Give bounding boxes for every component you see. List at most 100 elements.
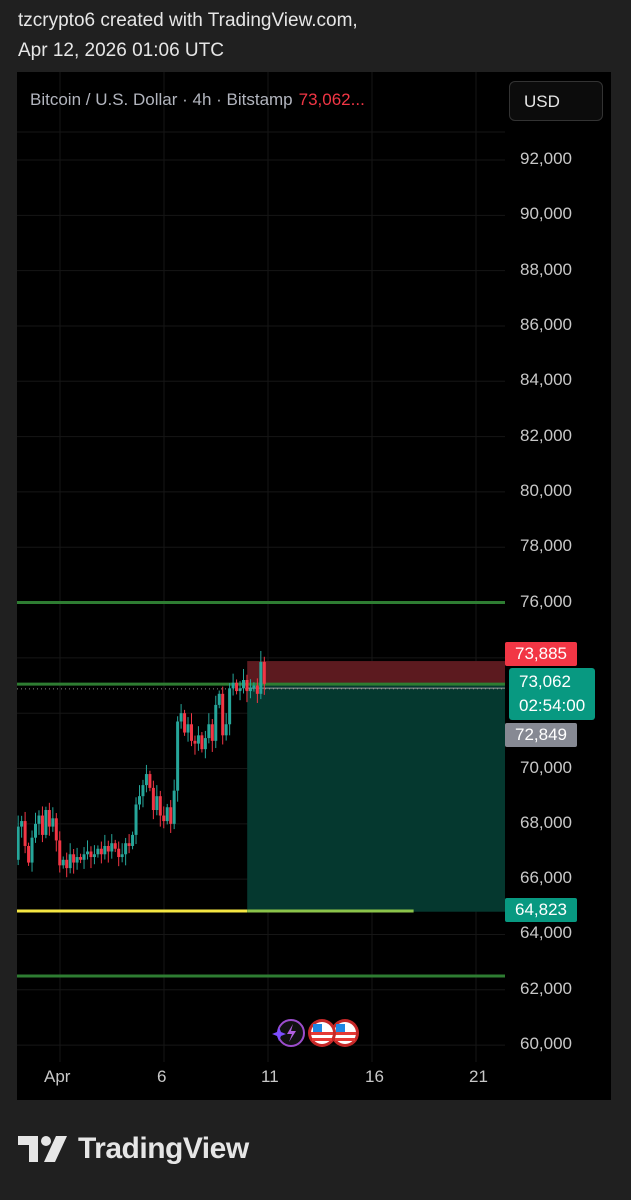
candle-body xyxy=(210,724,214,741)
candle-body xyxy=(106,845,110,852)
candle-body xyxy=(79,857,83,860)
candle-body xyxy=(72,854,76,863)
candle-body xyxy=(248,688,252,692)
candle-body xyxy=(255,685,259,694)
candle-body xyxy=(134,804,138,835)
candle-body xyxy=(34,823,37,838)
candle-body xyxy=(155,796,159,811)
lightning-icon xyxy=(287,1024,296,1042)
flag-canton xyxy=(313,1024,322,1032)
candle-body xyxy=(190,724,193,741)
candle-body xyxy=(75,857,79,863)
currency-button[interactable]: USD xyxy=(509,81,603,121)
candle-body xyxy=(17,826,20,860)
candle-body xyxy=(40,815,44,835)
candle-body xyxy=(151,787,155,811)
candle-body xyxy=(148,774,152,788)
candle-body xyxy=(179,713,183,722)
caption-author: tzcrypto6 created with TradingView.com, xyxy=(18,10,358,31)
flag-stripe xyxy=(312,1038,332,1041)
price-tag-value: 72,849 xyxy=(515,725,567,744)
candle-body xyxy=(20,821,24,827)
candle-body xyxy=(214,704,218,741)
price-tag: 64,823 xyxy=(505,898,577,922)
x-axis-label: 11 xyxy=(261,1067,279,1086)
flag-stripe xyxy=(335,1038,355,1041)
candle-body xyxy=(44,810,48,835)
tradingview-logo-icon xyxy=(18,1136,67,1162)
candle-body xyxy=(252,685,256,689)
price-tag: 73,885 xyxy=(505,642,577,666)
candle-body xyxy=(259,662,263,694)
y-axis-label: 68,000 xyxy=(520,812,572,832)
candle-body xyxy=(61,859,65,866)
caption-date: Apr 12, 2026 01:06 UTC xyxy=(18,40,224,61)
candle-body xyxy=(203,738,207,750)
candle-body xyxy=(207,724,211,739)
candle-body xyxy=(196,735,200,744)
y-axis-label: 70,000 xyxy=(520,757,572,777)
y-axis-label: 86,000 xyxy=(520,314,572,334)
candle-body xyxy=(30,837,34,863)
candle-body xyxy=(221,693,225,736)
candle-body xyxy=(120,854,124,858)
candle-body xyxy=(262,662,266,684)
y-axis-label: 78,000 xyxy=(520,536,572,556)
sparkle-icon xyxy=(272,1027,286,1041)
candle-body xyxy=(47,810,51,827)
candle-body xyxy=(242,680,245,689)
candle-body xyxy=(58,840,62,866)
candle-body xyxy=(158,796,162,816)
candle-body xyxy=(238,688,242,692)
y-axis-label: 88,000 xyxy=(520,259,572,279)
symbol-title: Bitcoin / U.S. Dollar · 4h · Bitstamp xyxy=(30,90,293,109)
y-axis-label: 92,000 xyxy=(520,149,572,168)
price-tag: 72,849 xyxy=(505,723,577,747)
y-axis-label: 64,000 xyxy=(520,923,572,943)
candle-body xyxy=(186,724,190,733)
tradingview-wordmark: TradingView xyxy=(78,1132,249,1165)
price-tag: 73,062 02:54:00 xyxy=(509,668,596,720)
flag-canton xyxy=(336,1024,345,1032)
y-axis-label: 76,000 xyxy=(520,591,572,611)
y-axis-label: 90,000 xyxy=(520,204,572,224)
candle-body xyxy=(23,821,27,846)
candle-body xyxy=(193,740,197,744)
price-tag-value: 64,823 xyxy=(515,900,567,919)
candle-body xyxy=(162,815,166,822)
candle-body xyxy=(51,818,55,827)
flag-stripe xyxy=(311,1032,333,1035)
candle-body xyxy=(138,796,141,805)
candle-body xyxy=(200,735,204,750)
candle-body xyxy=(224,724,228,736)
candle-body xyxy=(113,843,117,849)
candle-body xyxy=(92,854,96,858)
price-chart[interactable] xyxy=(17,72,611,1100)
candle-body xyxy=(103,845,107,855)
price-tag-value: 73,062 xyxy=(519,672,571,691)
y-axis-label: 60,000 xyxy=(520,1034,572,1054)
legend-price: 73,062... xyxy=(298,90,365,109)
x-axis-label: 6 xyxy=(157,1067,167,1086)
candle-body xyxy=(183,713,187,733)
candle-body xyxy=(89,851,93,858)
candle-body xyxy=(245,680,249,692)
y-axis-label: 80,000 xyxy=(520,480,572,500)
candle-body xyxy=(86,851,89,855)
candle-body xyxy=(65,859,69,869)
tradingview-logo: TradingView xyxy=(18,1132,249,1166)
candle-body xyxy=(235,682,239,692)
candle-body xyxy=(165,807,169,822)
chart-panel[interactable]: Bitcoin / U.S. Dollar · 4h · Bitstamp 73,… xyxy=(17,72,611,1100)
candle-body xyxy=(96,848,100,855)
candle-body xyxy=(82,854,86,860)
candle-body xyxy=(68,854,72,869)
take-profit-zone xyxy=(247,684,505,912)
candle-body xyxy=(144,774,148,786)
candle-body xyxy=(131,834,135,846)
candle-body xyxy=(37,815,41,824)
y-axis-label: 82,000 xyxy=(520,425,572,445)
candle-body xyxy=(124,843,128,855)
candle-body xyxy=(99,848,103,855)
x-axis-label: Apr xyxy=(44,1067,71,1086)
